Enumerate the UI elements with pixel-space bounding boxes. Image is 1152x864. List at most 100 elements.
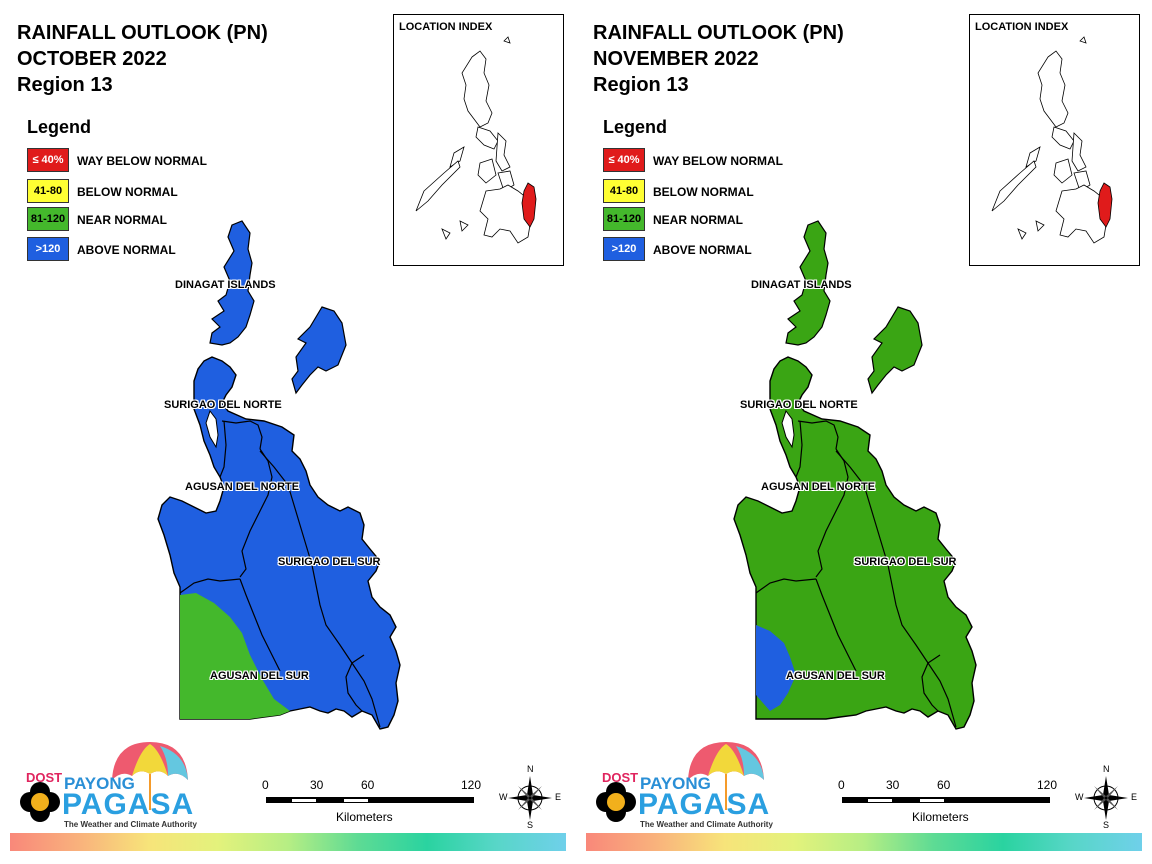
region13-map	[733, 220, 977, 730]
umbrella-icon	[112, 742, 188, 810]
province-label-dinagat: DINAGAT ISLANDS	[175, 279, 276, 291]
province-label-surigao-norte: SURIGAO DEL NORTE	[740, 399, 858, 411]
legend-item-above-normal: >120 ABOVE NORMAL	[603, 237, 903, 263]
scale-bar-graphic	[266, 797, 474, 803]
region13-highlight	[521, 182, 537, 228]
province-label-agusan-sur: AGUSAN DEL SUR	[786, 670, 885, 682]
umbrella-icon	[688, 742, 764, 810]
legend-label: NEAR NORMAL	[653, 213, 743, 227]
legend-label: ABOVE NORMAL	[653, 243, 752, 257]
scale-unit: Kilometers	[336, 810, 393, 824]
dost-seal-icon	[20, 782, 60, 822]
tagline-text: The Weather and Climate Authority	[640, 820, 773, 829]
province-label-dinagat: DINAGAT ISLANDS	[751, 279, 852, 291]
scale-tick-30: 30	[886, 778, 900, 792]
scale-bar-graphic	[842, 797, 1050, 803]
title-line-2: OCTOBER 2022	[17, 48, 167, 70]
province-label-agusan-norte: AGUSAN DEL NORTE	[185, 481, 300, 493]
province-boundaries	[755, 420, 957, 728]
legend-label: BELOW NORMAL	[77, 185, 178, 199]
region13-highlight	[1097, 182, 1113, 228]
legend-swatch: 81-120	[27, 207, 69, 231]
scale-bar: 0 30 60 120 Kilometers	[838, 776, 1068, 826]
legend-item-below-normal: 41-80 BELOW NORMAL	[27, 179, 327, 205]
compass-n: N	[527, 764, 534, 774]
legend-title: Legend	[27, 117, 92, 137]
siargao-island	[867, 306, 923, 395]
legend-swatch: >120	[27, 237, 69, 261]
pagasa-logo: DOST PAYONG PAGASA The Weather and Clima…	[594, 740, 774, 832]
legend-swatch: 41-80	[603, 179, 645, 203]
scale-tick-0: 0	[262, 778, 269, 792]
scale-unit: Kilometers	[912, 810, 969, 824]
footer-color-strip	[10, 833, 566, 851]
legend-swatch: ≤ 40%	[603, 148, 645, 172]
location-index-title: LOCATION INDEX	[399, 21, 493, 33]
near-normal-zone	[180, 593, 290, 719]
province-label-surigao-sur: SURIGAO DEL SUR	[278, 556, 381, 568]
legend-swatch: 81-120	[603, 207, 645, 231]
outlook-panel-november: RAINFALL OUTLOOK (PN) NOVEMBER 2022 Regi…	[576, 0, 1152, 864]
province-label-agusan-norte: AGUSAN DEL NORTE	[761, 481, 876, 493]
legend-title: Legend	[603, 117, 668, 137]
legend-item-above-normal: >120 ABOVE NORMAL	[27, 237, 327, 263]
legend-swatch: >120	[603, 237, 645, 261]
pagasa-text: PAGASA	[638, 788, 771, 821]
scale-bar: 0 30 60 120 Kilometers	[262, 776, 492, 826]
legend-label: BELOW NORMAL	[653, 185, 754, 199]
title-line-3: Region 13	[17, 74, 113, 96]
compass-n: N	[1103, 764, 1110, 774]
province-label-surigao-sur: SURIGAO DEL SUR	[854, 556, 957, 568]
scale-tick-0: 0	[838, 778, 845, 792]
legend-item-below-normal: 41-80 BELOW NORMAL	[603, 179, 903, 205]
lake-mainit	[781, 409, 795, 449]
scale-tick-60: 60	[937, 778, 951, 792]
region13-map	[157, 220, 401, 730]
scale-tick-30: 30	[310, 778, 324, 792]
philippines-outline-map	[991, 36, 1113, 244]
province-label-surigao-norte: SURIGAO DEL NORTE	[164, 399, 282, 411]
legend-label: ABOVE NORMAL	[77, 243, 176, 257]
dinagat-islands-area	[785, 220, 831, 346]
legend-swatch: ≤ 40%	[27, 148, 69, 172]
title-line-1: RAINFALL OUTLOOK (PN)	[593, 22, 844, 44]
title-line-2: NOVEMBER 2022	[593, 48, 759, 70]
province-label-agusan-sur: AGUSAN DEL SUR	[210, 670, 309, 682]
compass-icon	[1084, 776, 1128, 820]
dinagat-islands-area	[209, 220, 255, 346]
above-normal-zone	[756, 625, 796, 711]
outlook-panel-october: RAINFALL OUTLOOK (PN) OCTOBER 2022 Regio…	[10, 14, 566, 851]
mainland-area	[733, 356, 977, 730]
title-line-3: Region 13	[593, 74, 689, 96]
legend-label: NEAR NORMAL	[77, 213, 167, 227]
compass-w: W	[499, 792, 508, 802]
legend-label: WAY BELOW NORMAL	[77, 154, 208, 168]
legend-item-near-normal: 81-120 NEAR NORMAL	[27, 207, 327, 233]
scale-tick-60: 60	[361, 778, 375, 792]
legend-item-way-below-normal: ≤ 40% WAY BELOW NORMAL	[27, 148, 327, 174]
compass-s: S	[1103, 820, 1110, 830]
compass-rose: N S W E	[1074, 764, 1138, 830]
dost-text: DOST	[602, 770, 639, 785]
title-line-1: RAINFALL OUTLOOK (PN)	[17, 22, 268, 44]
map-title: RAINFALL OUTLOOK (PN) NOVEMBER 2022 Regi…	[593, 20, 844, 98]
legend-swatch: 41-80	[27, 179, 69, 203]
province-boundaries	[179, 420, 381, 728]
payong-text: PAYONG	[64, 774, 135, 793]
map-title: RAINFALL OUTLOOK (PN) OCTOBER 2022 Regio…	[17, 20, 268, 98]
compass-s: S	[527, 820, 534, 830]
footer-color-strip	[586, 833, 1142, 851]
legend-item-near-normal: 81-120 NEAR NORMAL	[603, 207, 903, 233]
compass-icon	[508, 776, 552, 820]
payong-text: PAYONG	[640, 774, 711, 793]
legend-label: WAY BELOW NORMAL	[653, 154, 784, 168]
siargao-island	[291, 306, 347, 395]
compass-e: E	[1131, 792, 1138, 802]
dost-text: DOST	[26, 770, 63, 785]
location-index: LOCATION INDEX	[969, 14, 1140, 266]
pagasa-text: PAGASA	[62, 788, 195, 821]
compass-rose: N S W E	[498, 764, 562, 830]
compass-e: E	[555, 792, 562, 802]
dost-seal-icon	[596, 782, 636, 822]
pagasa-logo: DOST PAYONG PAGASA The Weather and Clima…	[18, 740, 198, 832]
